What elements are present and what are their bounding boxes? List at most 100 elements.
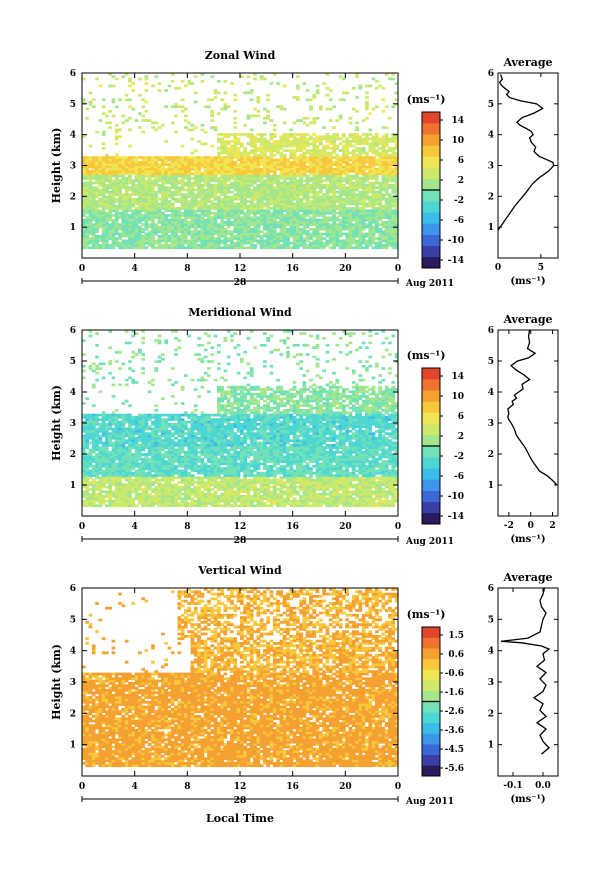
heatmap-cell — [253, 195, 257, 199]
heatmap-cell — [351, 165, 356, 169]
heatmap-cell — [272, 218, 277, 222]
heatmap-cell — [167, 172, 172, 176]
heatmap-cell — [282, 195, 287, 199]
heatmap-cell — [305, 200, 310, 203]
heatmap-cell — [296, 179, 300, 183]
heatmap-cell — [394, 237, 399, 240]
heatmap-cell — [236, 241, 241, 245]
heatmap-cell — [259, 239, 264, 243]
heatmap-cell — [203, 239, 208, 243]
heatmap-cell — [217, 230, 221, 233]
heatmap-cell — [95, 179, 99, 183]
heatmap-cell — [118, 184, 122, 187]
heatmap-cell — [312, 227, 317, 231]
heatmap-cell — [342, 214, 346, 217]
heatmap-cell — [378, 158, 382, 162]
heatmap-cell — [121, 455, 126, 459]
heatmap-cell — [233, 181, 238, 185]
heatmap-cell — [111, 450, 116, 454]
heatmap-cell — [368, 216, 373, 220]
heatmap-cell — [296, 144, 300, 148]
heatmap-cell — [174, 181, 178, 185]
heatmap-cell — [121, 490, 126, 494]
heatmap-cell — [394, 174, 399, 178]
heatmap-cell — [256, 184, 261, 187]
heatmap-cell — [230, 207, 234, 210]
heatmap-cell — [128, 174, 132, 178]
heatmap-cell — [309, 234, 313, 238]
heatmap-cell — [384, 227, 389, 231]
heatmap-cell — [381, 135, 386, 139]
heatmap-cell — [394, 177, 399, 180]
heatmap-cell — [226, 216, 231, 220]
heatmap-cell — [246, 75, 251, 78]
heatmap-cell — [91, 172, 96, 176]
heatmap-cell — [197, 234, 201, 238]
heatmap-cell — [207, 204, 211, 208]
heatmap-cell — [266, 160, 270, 164]
heatmap-cell — [98, 181, 103, 185]
heatmap-cell — [309, 160, 313, 164]
heatmap-cell — [342, 197, 346, 201]
heatmap-cell — [282, 163, 287, 166]
heatmap-cell — [197, 195, 201, 199]
heatmap-cell — [305, 239, 310, 243]
heatmap-cell — [348, 239, 353, 243]
heatmap-cell — [111, 492, 116, 496]
heatmap-cell — [312, 160, 317, 164]
heatmap-cell — [348, 209, 353, 213]
heatmap-cell — [266, 172, 270, 176]
heatmap-cell — [289, 172, 294, 176]
heatmap-cell — [111, 223, 116, 226]
heatmap-cell — [141, 165, 145, 169]
heatmap-cell — [394, 218, 399, 222]
heatmap-cell — [388, 218, 392, 222]
heatmap-cell — [207, 227, 211, 231]
heatmap-cell — [91, 490, 96, 494]
heatmap-cell — [289, 184, 294, 187]
heatmap-cell — [213, 232, 218, 236]
heatmap-cell — [351, 241, 356, 245]
heatmap-cell — [335, 230, 340, 233]
heatmap-cell — [381, 234, 386, 238]
heatmap-cell — [184, 214, 188, 217]
heatmap-cell — [88, 416, 93, 419]
heatmap-cell — [95, 160, 99, 164]
heatmap-cell — [315, 234, 320, 238]
heatmap-cell — [276, 190, 280, 194]
heatmap-cell — [121, 239, 126, 243]
heatmap-cell — [138, 193, 142, 196]
heatmap-cell — [82, 462, 86, 466]
heatmap-cell — [381, 137, 386, 141]
heatmap-cell — [154, 225, 159, 229]
heatmap-cell — [358, 200, 363, 203]
heatmap-cell — [131, 499, 136, 503]
heatmap-cell — [190, 197, 195, 201]
heatmap-cell — [114, 485, 119, 489]
heatmap-cell — [335, 234, 340, 238]
heatmap-cell — [276, 237, 280, 240]
heatmap-cell — [230, 241, 234, 245]
heatmap-cell — [276, 193, 280, 196]
heatmap-cell — [124, 502, 129, 505]
heatmap-cell — [302, 140, 307, 143]
heatmap-cell — [177, 244, 182, 247]
heatmap-cell — [184, 239, 188, 243]
heatmap-cell — [124, 216, 129, 220]
heatmap-cell — [322, 223, 326, 226]
heatmap-cell — [272, 133, 277, 136]
heatmap-cell — [315, 204, 320, 208]
heatmap-cell — [95, 488, 99, 491]
heatmap-cell — [286, 172, 290, 176]
heatmap-cell — [170, 156, 175, 159]
heatmap-cell — [266, 163, 270, 166]
heatmap-cell — [286, 160, 290, 164]
heatmap-cell — [210, 223, 215, 226]
heatmap-cell — [378, 230, 382, 233]
heatmap-cell — [220, 193, 224, 196]
heatmap-cell — [292, 204, 297, 208]
heatmap-cell — [161, 230, 165, 233]
heatmap-cell — [286, 193, 290, 196]
heatmap-cell — [269, 135, 274, 139]
heatmap-cell — [226, 151, 231, 155]
